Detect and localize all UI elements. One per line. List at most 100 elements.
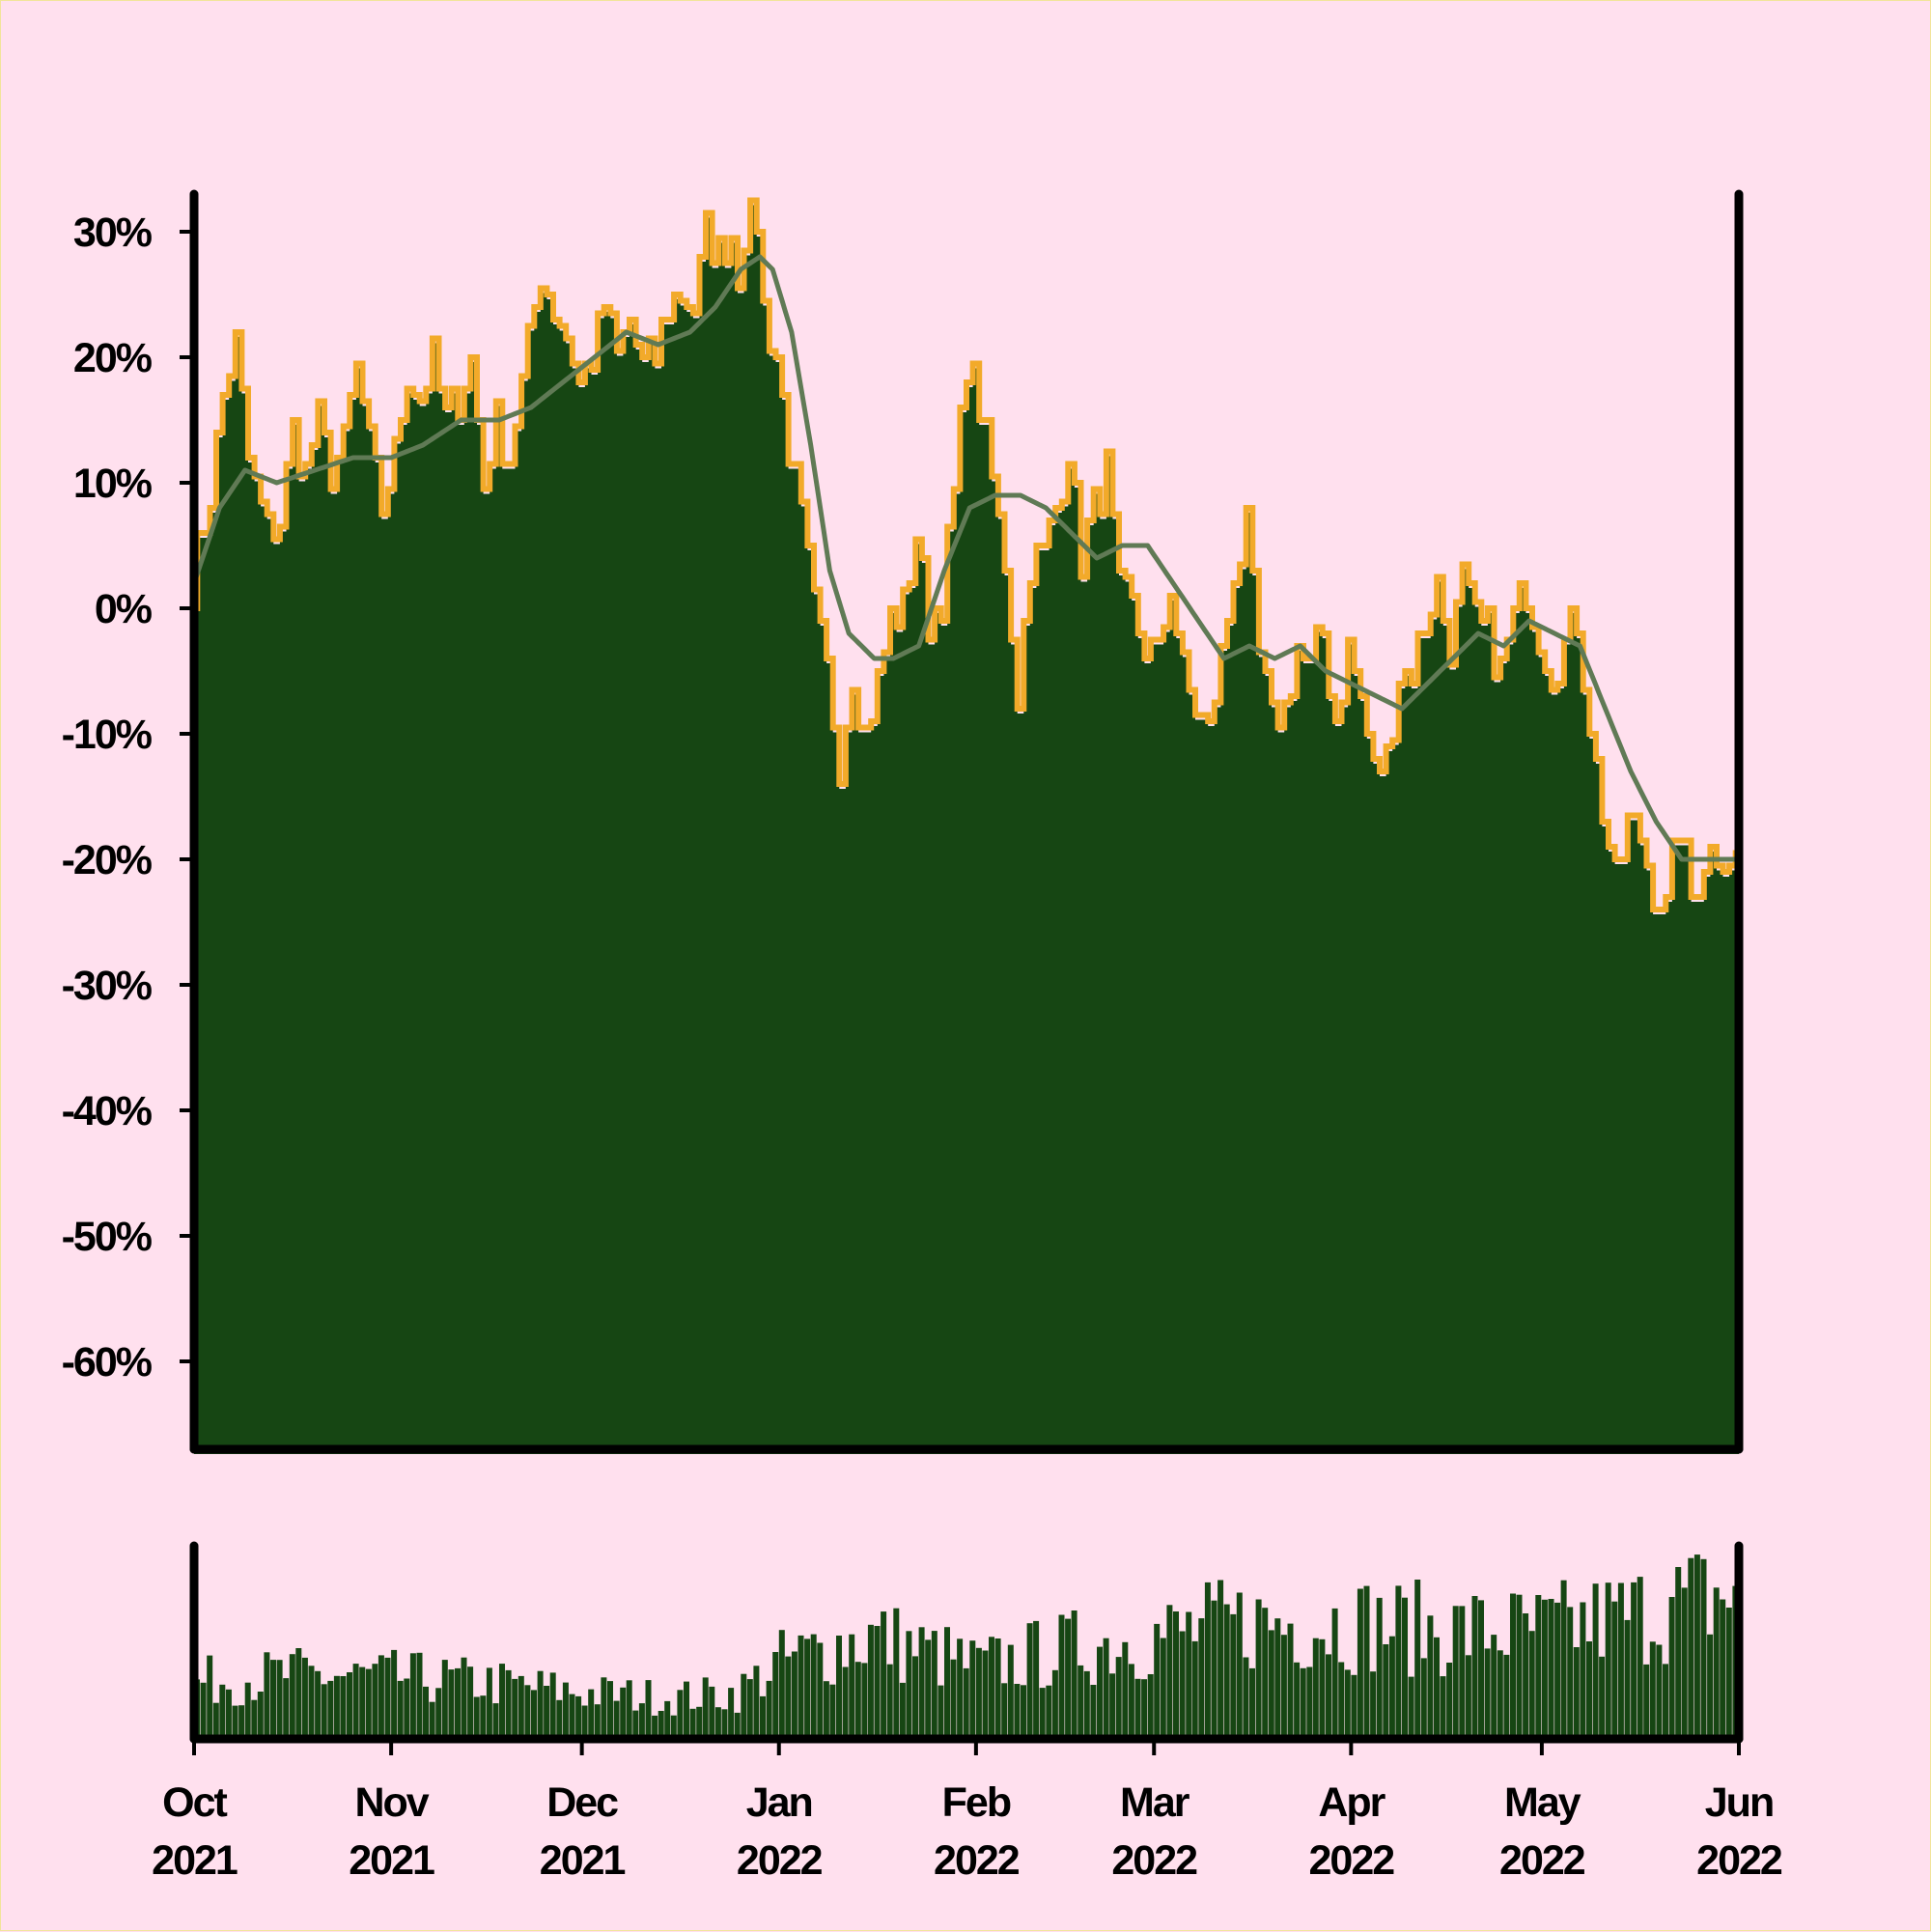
volume-bar — [524, 1685, 531, 1739]
volume-bar — [893, 1608, 900, 1739]
volume-bar — [1700, 1558, 1707, 1739]
volume-bar — [944, 1627, 950, 1739]
volume-bar — [1649, 1641, 1656, 1739]
volume-bar — [886, 1664, 893, 1739]
volume-bar — [499, 1664, 505, 1739]
y-axis-ticks: 30% 20% 10% 0% -10% -20% -30% -40% -50% -60% — [62, 210, 194, 1386]
volume-bar — [1128, 1664, 1134, 1739]
volume-bar — [1338, 1662, 1345, 1739]
volume-bar — [321, 1684, 327, 1739]
volume-bar — [1420, 1658, 1427, 1739]
volume-bar — [1363, 1585, 1370, 1739]
volume-bar — [1523, 1613, 1529, 1739]
price-panel: 30% 20% 10% 0% -10% -20% -30% -40% -50% -60% — [62, 189, 1744, 1454]
volume-bar — [670, 1715, 677, 1739]
volume-bar — [295, 1648, 302, 1739]
volume-bar — [257, 1692, 264, 1739]
volume-bar — [957, 1638, 964, 1739]
volume-bar — [569, 1694, 575, 1739]
volume-bar — [1198, 1618, 1205, 1739]
volume-bar — [1408, 1676, 1414, 1739]
volume-bar — [1115, 1657, 1122, 1739]
volume-bar — [1097, 1646, 1103, 1739]
volume-bar — [1592, 1583, 1599, 1739]
volume-bars — [194, 1554, 1739, 1739]
volume-bar — [1065, 1618, 1072, 1739]
volume-bar — [1713, 1587, 1720, 1739]
volume-bar — [251, 1699, 258, 1739]
volume-bar — [620, 1687, 627, 1739]
volume-bar — [1535, 1595, 1542, 1739]
volume-bar — [1223, 1604, 1230, 1739]
volume-bar — [658, 1711, 664, 1739]
volume-bar — [810, 1634, 817, 1739]
volume-bar — [1560, 1580, 1567, 1739]
volume-bar — [1611, 1601, 1618, 1739]
volume-bar — [982, 1650, 989, 1739]
volume-bar — [1039, 1688, 1046, 1739]
volume-bar — [1236, 1592, 1243, 1739]
price-area — [194, 205, 1739, 1454]
volume-bar — [753, 1666, 760, 1739]
volume-bar — [1211, 1600, 1217, 1739]
volume-bar — [1294, 1662, 1301, 1739]
volume-bar — [899, 1682, 906, 1739]
volume-bar — [721, 1709, 728, 1739]
volume-bar — [1026, 1623, 1033, 1739]
volume-bar — [861, 1663, 868, 1739]
volume-bar — [1624, 1619, 1631, 1739]
volume-bar — [1357, 1588, 1363, 1739]
volume-bar — [1051, 1669, 1058, 1739]
volume-bar — [1471, 1596, 1478, 1739]
volume-bar — [925, 1639, 932, 1739]
volume-bar — [276, 1660, 283, 1739]
volume-bar — [461, 1657, 467, 1739]
volume-bar — [994, 1638, 1001, 1739]
y-tick-label: -50% — [62, 1214, 153, 1260]
volume-bar — [1656, 1644, 1663, 1739]
volume-bar — [969, 1640, 976, 1739]
volume-bar — [289, 1654, 295, 1739]
volume-bar — [1160, 1638, 1166, 1739]
volume-bar — [581, 1705, 588, 1739]
x-tick-month: Feb — [942, 1779, 1011, 1826]
volume-bar — [1204, 1582, 1211, 1739]
volume-bar — [308, 1666, 315, 1739]
volume-bar — [492, 1703, 499, 1739]
volume-bar — [1478, 1600, 1484, 1739]
price-line — [194, 197, 1739, 912]
volume-bar — [270, 1660, 276, 1739]
x-tick-month: Nov — [354, 1779, 429, 1826]
x-tick-year: 2021 — [152, 1837, 238, 1884]
volume-bar — [1554, 1602, 1561, 1739]
volume-bar — [1643, 1664, 1650, 1739]
x-tick-month: Jun — [1705, 1779, 1773, 1826]
volume-bar — [409, 1653, 416, 1739]
volume-bar — [1675, 1567, 1682, 1739]
volume-bar — [1484, 1648, 1491, 1739]
volume-bar — [1306, 1666, 1313, 1739]
volume-bar — [1510, 1593, 1516, 1739]
volume-bar — [365, 1668, 372, 1739]
volume-bar — [1287, 1623, 1294, 1739]
volume-bar — [702, 1677, 709, 1739]
x-tick-year: 2022 — [1111, 1837, 1197, 1884]
volume-bar — [1103, 1638, 1109, 1739]
volume-bar — [232, 1705, 238, 1739]
volume-bar — [1668, 1597, 1675, 1739]
volume-bar — [1090, 1685, 1097, 1739]
volume-bar — [473, 1696, 480, 1739]
volume-bar — [1179, 1631, 1186, 1739]
volume-bar — [391, 1649, 398, 1739]
volume-bar — [1459, 1606, 1466, 1739]
volume-bar — [950, 1659, 957, 1739]
volume-bar — [1071, 1610, 1077, 1739]
volume-bar — [384, 1657, 391, 1739]
volume-bar — [1599, 1656, 1606, 1739]
volume-bar — [238, 1705, 245, 1739]
volume-bar — [728, 1688, 735, 1739]
volume-bar — [817, 1642, 824, 1739]
volume-bar — [1497, 1650, 1503, 1739]
